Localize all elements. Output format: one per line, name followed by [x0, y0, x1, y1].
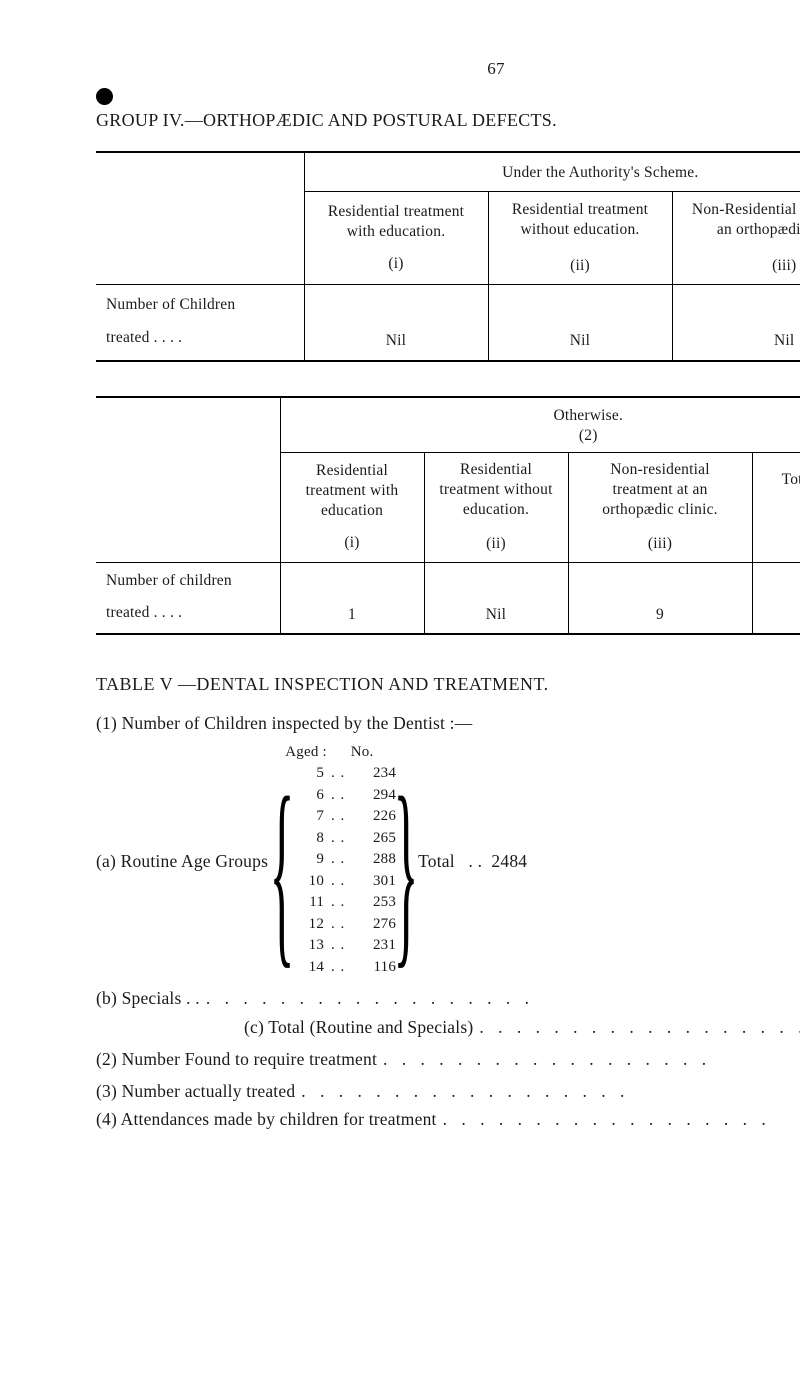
- summary-lead: (2) Number Found to require treatment: [96, 1048, 377, 1074]
- dots-cell: . .: [326, 872, 350, 892]
- table2-rowlabel-a: Number of children: [96, 562, 280, 597]
- summary-lead: (c) Total (Routine and Specials): [244, 1016, 473, 1042]
- total-dots: . .: [469, 850, 483, 873]
- table1-rowlabel-b: treated . . . .: [96, 322, 304, 361]
- table1-banner: Under the Authority's Scheme.: [304, 152, 800, 192]
- routine-total: Total . . 2484: [410, 850, 527, 873]
- table1-col1-roman: (i): [304, 248, 488, 285]
- table1-col2-title: Residential treatment without education.: [488, 192, 672, 249]
- table1-rowlabel-a: Number of Children: [96, 285, 304, 322]
- table2-col4-title: Total number treated.: [752, 453, 800, 528]
- summary-lead: (3) Number actually treated: [96, 1080, 295, 1103]
- dots-cell: . .: [326, 915, 350, 935]
- summary-lead: (b) Specials . .: [96, 987, 200, 1010]
- page-number: 67: [96, 58, 800, 80]
- dots-cell: . .: [326, 786, 350, 806]
- table2-rowlabel-b: treated . . . .: [96, 597, 280, 634]
- dots-cell: . .: [326, 850, 350, 870]
- dots-cell: . .: [326, 893, 350, 913]
- summary-line: (c) Total (Routine and Specials). . . . …: [96, 1016, 800, 1042]
- summary-line: (b) Specials . .. . . . . . . . . . . . …: [96, 987, 800, 1010]
- brace-left-icon: {: [281, 764, 284, 977]
- table2-val4: 9: [752, 597, 800, 634]
- table-v-line1: (1) Number of Children inspected by the …: [96, 712, 800, 735]
- table2-col3-roman: (iii): [568, 527, 752, 562]
- table1-col3-roman: (iii): [672, 248, 800, 285]
- table1-val1: Nil: [304, 322, 488, 361]
- table2-col1-title: Residential treatment with education: [280, 453, 424, 528]
- summary-line: (4) Attendances made by children for tre…: [96, 1108, 800, 1131]
- table2-banner-sub: (2): [291, 426, 800, 446]
- table2-col2-title: Residential treatment without education.: [424, 453, 568, 528]
- summary-line: (3) Number actually treated. . . . . . .…: [96, 1080, 800, 1103]
- summary-dots: . . . . . . . . . . . . . . . . . .: [473, 1016, 800, 1042]
- table2-col1-roman: (i): [280, 527, 424, 562]
- table2-col4-roman: [752, 527, 800, 562]
- table1-val3: Nil: [672, 322, 800, 361]
- table2-col2-roman: (ii): [424, 527, 568, 562]
- brace-right-icon: }: [405, 764, 408, 977]
- dots-cell: . .: [326, 829, 350, 849]
- table2-col3-title: Non-residential treatment at an orthopæd…: [568, 453, 752, 528]
- bullet-icon: [96, 88, 113, 105]
- table-group-iv-scheme: Under the Authority's Scheme. Residentia…: [96, 151, 800, 362]
- table2-val1: 1: [280, 597, 424, 634]
- table2-val3: 9: [568, 597, 752, 634]
- summary-dots: . . . . . . . . . . . . . . . . . .: [200, 987, 800, 1010]
- section-heading-text: GROUP IV.—ORTHOPÆDIC AND POSTURAL DEFECT…: [96, 110, 557, 130]
- table-group-iv-otherwise: Otherwise. (2) Residential treatment wit…: [96, 396, 800, 635]
- age-group-table: 5. .2346. .2947. .2268. .2659. .28810. .…: [286, 764, 402, 977]
- table-v-heading: TABLE V —DENTAL INSPECTION AND TREATMENT…: [96, 673, 800, 696]
- total-label: Total: [418, 850, 455, 873]
- dots-cell: . .: [326, 936, 350, 956]
- summary-dots: . . . . . . . . . . . . . . . . . .: [295, 1080, 800, 1103]
- routine-label: (a) Routine Age Groups: [96, 850, 278, 873]
- table2-banner: Otherwise.: [291, 406, 800, 426]
- table1-col1-title: Residential treatment with education.: [304, 192, 488, 249]
- summary-dots: . . . . . . . . . . . . . . . . . .: [377, 1048, 800, 1074]
- table2-val2: Nil: [424, 597, 568, 634]
- routine-age-groups-block: (a) Routine Age Groups Aged : No. { 5. .…: [96, 745, 800, 978]
- table1-val2: Nil: [488, 322, 672, 361]
- dots-cell: . .: [326, 807, 350, 827]
- summary-lines: (b) Specials . .. . . . . . . . . . . . …: [96, 987, 800, 1131]
- section-heading: GROUP IV.—ORTHOPÆDIC AND POSTURAL DEFECT…: [96, 86, 800, 133]
- total-value: 2484: [491, 850, 527, 873]
- table1-col3-title: Non-Residential treatment at an orthopæd…: [672, 192, 800, 249]
- summary-lead: (4) Attendances made by children for tre…: [96, 1108, 437, 1131]
- no-header: No.: [334, 743, 390, 763]
- summary-line: (2) Number Found to require treatment. .…: [96, 1048, 800, 1074]
- summary-dots: . . . . . . . . . . . . . . . . . .: [437, 1108, 800, 1131]
- table1-col2-roman: (ii): [488, 248, 672, 285]
- dots-cell: . .: [326, 764, 350, 784]
- dots-cell: . .: [326, 958, 350, 978]
